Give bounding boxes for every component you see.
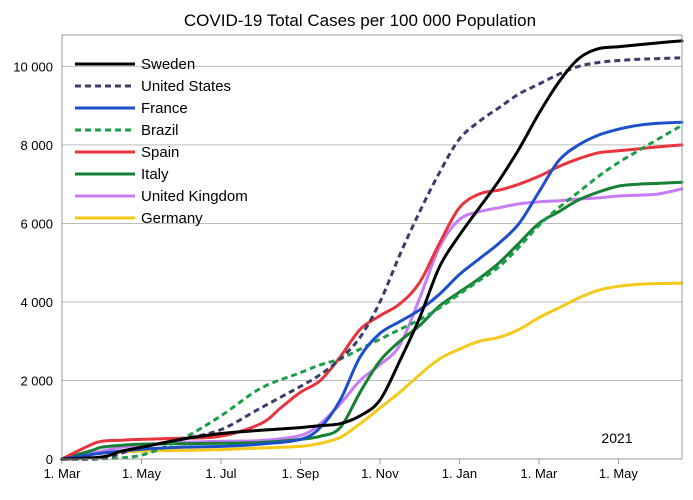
y-axis: 0 2 000 4 000 6 000 8 000 10 000 — [13, 59, 53, 467]
legend-label-sweden: Sweden — [141, 56, 195, 73]
plot-frame — [61, 34, 683, 460]
legend-label-united-states: United States — [141, 78, 231, 95]
x-tick-label: 1. Sep — [282, 466, 320, 481]
y-tick-label: 10 000 — [13, 59, 53, 74]
series-line-sweden — [60, 39, 684, 461]
x-axis: 1. Mar 1. May 1. Jul 1. Sep 1. Nov 1. Jan 1. M… — [44, 459, 639, 481]
legend: Sweden United States France Brazil Spain Ital… — [75, 56, 248, 227]
series-line-united-states — [61, 56, 683, 461]
x-tick-label: 1. May — [122, 466, 162, 481]
series-line-brazil — [61, 123, 683, 461]
chart-title: COVID-19 Total Cases per 100 000 Populat… — [184, 11, 536, 30]
legend-label-germany: Germany — [141, 210, 203, 227]
legend-label-france: France — [141, 100, 188, 117]
series-line-france — [60, 120, 684, 461]
y-tick-label: 6 000 — [20, 216, 53, 231]
legend-label-united-kingdom: United Kingdom — [141, 188, 248, 205]
x-tick-label: 1. May — [599, 466, 639, 481]
x-tick-label: 1. Nov — [361, 466, 399, 481]
series-line-germany — [60, 281, 684, 461]
legend-label-italy: Italy — [141, 166, 169, 183]
series-line-united-kingdom — [60, 187, 684, 461]
x-tick-label: 1. Mar — [521, 466, 559, 481]
legend-label-brazil: Brazil — [141, 122, 179, 139]
y-tick-label: 4 000 — [20, 295, 53, 310]
series-line-spain — [60, 143, 684, 461]
y-tick-label: 0 — [46, 452, 53, 467]
series-lines — [60, 39, 684, 461]
x-tick-label: 1. Mar — [44, 466, 82, 481]
legend-label-spain: Spain — [141, 144, 179, 161]
year-annotation: 2021 — [601, 430, 632, 446]
x-tick-label: 1. Jul — [205, 466, 236, 481]
y-tick-label: 2 000 — [20, 373, 53, 388]
y-tick-label: 8 000 — [20, 138, 53, 153]
x-tick-label: 1. Jan — [442, 466, 477, 481]
